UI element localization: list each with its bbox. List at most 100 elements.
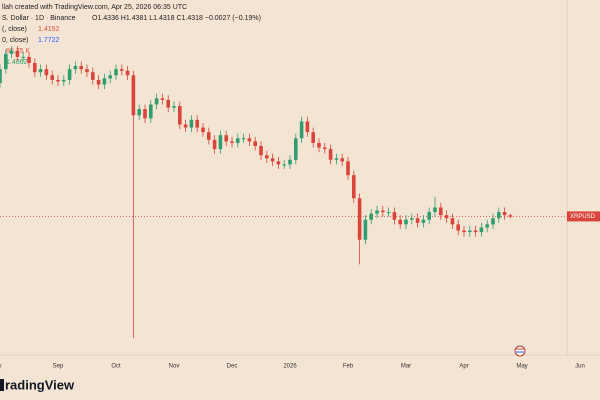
candle-body bbox=[415, 218, 420, 223]
candle-body bbox=[253, 141, 257, 146]
candle-body bbox=[456, 224, 460, 231]
candle-body bbox=[218, 135, 223, 150]
candle-body bbox=[195, 119, 199, 128]
candle-body bbox=[62, 79, 66, 82]
candle-body bbox=[439, 207, 443, 216]
candle-body bbox=[352, 175, 356, 199]
candle-body bbox=[334, 158, 339, 160]
candle-body bbox=[50, 75, 54, 80]
candle-body bbox=[375, 210, 379, 214]
candle-body bbox=[207, 132, 211, 140]
candle-body bbox=[38, 69, 43, 73]
indicator-value: 1.4062 bbox=[6, 59, 28, 66]
candle-body bbox=[212, 139, 217, 150]
candle-body bbox=[224, 135, 228, 142]
indicator-value: 1.4152 bbox=[38, 26, 60, 33]
candle-body bbox=[479, 227, 484, 233]
candle-body bbox=[241, 138, 246, 140]
x-tick-label: Dec bbox=[227, 364, 238, 370]
candle-body bbox=[473, 230, 478, 233]
candle-body bbox=[230, 141, 234, 143]
symbol-tag-bg bbox=[567, 211, 600, 222]
candle-body bbox=[183, 124, 188, 128]
candle-body bbox=[160, 98, 165, 100]
candle-body bbox=[462, 230, 466, 233]
x-tick-label: Sep bbox=[53, 364, 64, 370]
x-tick-label: Feb bbox=[343, 364, 354, 370]
candle-body bbox=[265, 155, 269, 159]
plot: XRPUSD bbox=[0, 46, 600, 339]
candle-body bbox=[497, 212, 501, 219]
candle-body bbox=[85, 69, 89, 73]
candle-body bbox=[357, 198, 362, 240]
candle-body bbox=[288, 159, 292, 165]
x-tick-label: y bbox=[0, 364, 2, 370]
candle-body bbox=[369, 213, 373, 220]
x-tick-label: Jun bbox=[575, 364, 585, 370]
candle-body bbox=[410, 218, 414, 220]
candle-body bbox=[317, 142, 321, 148]
candle-body bbox=[15, 50, 20, 57]
indicator-value: 1.7722 bbox=[38, 37, 60, 44]
candle-body bbox=[56, 79, 60, 82]
candle-body bbox=[427, 212, 431, 220]
candle-body bbox=[444, 215, 449, 219]
candle-body bbox=[502, 212, 507, 216]
candle-body bbox=[189, 119, 194, 128]
candle-body bbox=[381, 210, 385, 213]
candle-body bbox=[398, 219, 402, 225]
x-tick-label: Apr bbox=[459, 364, 468, 370]
candle-body bbox=[125, 70, 130, 76]
candle-body bbox=[450, 218, 455, 225]
candle-body bbox=[166, 99, 170, 108]
ohlc: O1.4336 H1.4381 L1.4318 C1.4318 −0.0027 … bbox=[92, 15, 261, 22]
candle-body bbox=[172, 106, 176, 108]
candle-body bbox=[276, 161, 281, 165]
indicator-label: (, close) bbox=[2, 26, 27, 33]
candle-body bbox=[485, 224, 489, 228]
candle-body bbox=[259, 145, 263, 156]
candle-body bbox=[120, 69, 124, 71]
candle-body bbox=[236, 138, 240, 143]
x-tick-label: Nov bbox=[169, 364, 180, 370]
candle-body bbox=[137, 109, 141, 116]
candle-body bbox=[0, 69, 2, 83]
candle-body bbox=[392, 212, 397, 220]
candle-body bbox=[270, 158, 275, 162]
candle-body bbox=[96, 79, 101, 85]
candle-body bbox=[340, 158, 344, 162]
candle-body bbox=[102, 78, 107, 85]
candle-body bbox=[323, 147, 327, 150]
candle-body bbox=[4, 53, 8, 70]
candle-body bbox=[73, 66, 78, 70]
candle-body bbox=[33, 63, 37, 73]
candle-body bbox=[294, 138, 298, 160]
candle-body bbox=[67, 69, 72, 80]
chart-header: llah created with TradingView.com, Apr 2… bbox=[2, 4, 187, 11]
candle-body bbox=[299, 121, 304, 139]
candle-body bbox=[311, 132, 315, 143]
candle-body bbox=[27, 56, 31, 64]
candle-body bbox=[21, 56, 25, 58]
event-icon bbox=[514, 345, 526, 357]
candle-body bbox=[404, 219, 408, 225]
x-tick-label: Mar bbox=[401, 364, 411, 370]
candle-body bbox=[143, 109, 147, 119]
brand-logo bbox=[0, 379, 4, 391]
candle-body bbox=[328, 149, 333, 160]
candle-body bbox=[421, 219, 426, 223]
candle-body bbox=[386, 212, 391, 214]
candle-body bbox=[363, 219, 368, 240]
candle-body bbox=[201, 127, 205, 133]
candle-body bbox=[91, 72, 95, 80]
indicator-label: 0, close) bbox=[2, 37, 28, 44]
candle-body bbox=[149, 104, 153, 119]
candle-body bbox=[433, 207, 437, 213]
candle-body bbox=[468, 230, 472, 233]
candle-body bbox=[282, 164, 286, 166]
candle-body bbox=[346, 161, 350, 176]
candle-body bbox=[44, 69, 49, 76]
